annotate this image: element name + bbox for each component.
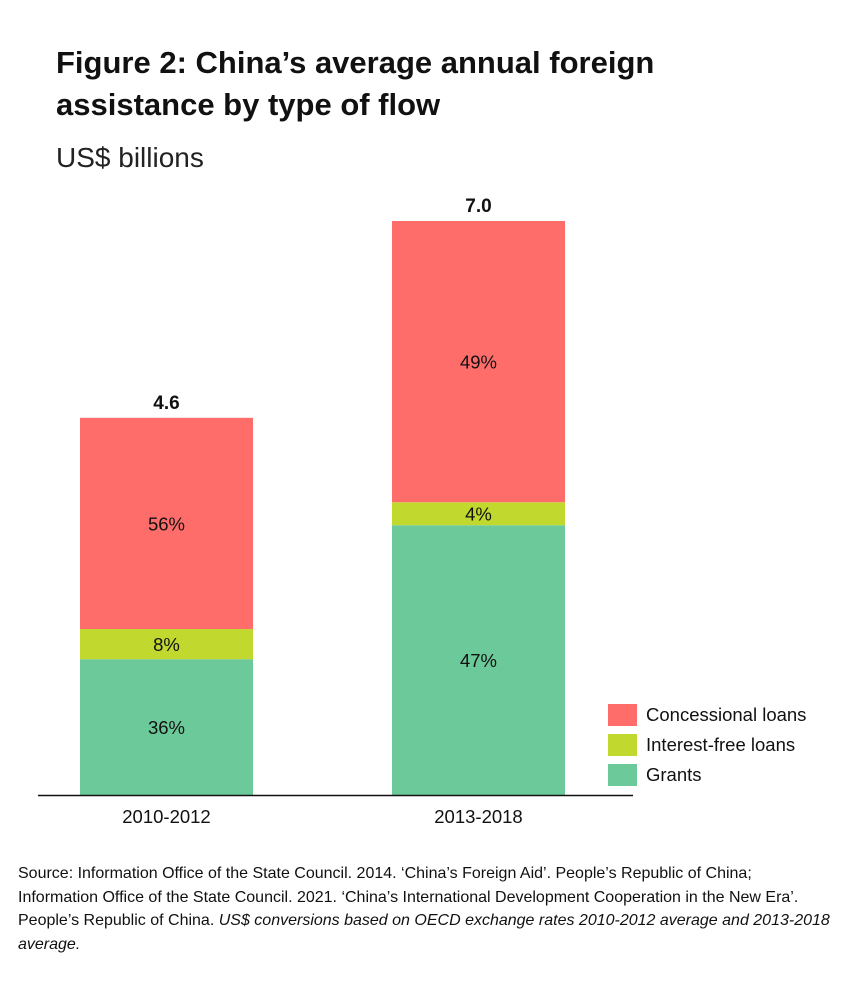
bar-segment-grants-2010-2012: [80, 659, 253, 795]
x-tick-label-2010-2012: 2010-2012: [122, 806, 210, 827]
legend-label-grants: Grants: [646, 764, 702, 785]
chart-title: Figure 2: China’s average annual foreign…: [56, 45, 655, 122]
legend-label-concessional-loans: Concessional loans: [646, 704, 807, 725]
legend-item-grants: Grants: [608, 760, 843, 790]
bar-segment-interest-free-loans-2010-2012: [80, 629, 253, 660]
bar-segment-concessional-loans-2013-2018: [392, 221, 565, 503]
legend-item-concessional-loans: Concessional loans: [608, 700, 843, 730]
segment-label-concessional-loans-2010-2012: 56%: [148, 513, 185, 534]
bar-segment-concessional-loans-2010-2012: [80, 417, 253, 630]
legend-swatch-grants: [608, 764, 637, 786]
segment-label-concessional-loans-2013-2018: 49%: [460, 352, 497, 373]
bar-total-label-2013-2018: 7.0: [465, 196, 491, 217]
conversion-note: US$ conversions based on OECD exchange r…: [18, 912, 830, 953]
legend-swatch-concessional-loans: [608, 704, 637, 726]
source-text: Source: Information Office of the State …: [18, 865, 799, 929]
source-note: Source: Information Office of the State …: [18, 862, 833, 956]
segment-label-interest-free-loans-2010-2012: 8%: [153, 634, 180, 655]
stacked-bar-chart: 36% 8% 56% 4.6 2010-2012 47% 4% 49% 7.0 2013-2018: [38, 196, 633, 827]
bar-total-label-2010-2012: 4.6: [153, 393, 179, 414]
chart-subtitle: US$ billions: [56, 142, 204, 173]
legend-label-interest-free-loans: Interest-free loans: [646, 734, 796, 755]
segment-label-interest-free-loans-2013-2018: 4%: [465, 504, 492, 525]
bar-segment-interest-free-loans-2013-2018: [392, 502, 565, 526]
segment-label-grants-2013-2018: 47%: [460, 650, 497, 671]
segment-label-grants-2010-2012: 36%: [148, 717, 185, 738]
legend-swatch-interest-free-loans: [608, 734, 637, 756]
x-tick-label-2013-2018: 2013-2018: [434, 806, 522, 827]
chart-legend: Concessional loans Interest-free loans G…: [608, 700, 843, 790]
legend-item-interest-free-loans: Interest-free loans: [608, 730, 843, 760]
bar-segment-grants-2013-2018: [392, 525, 565, 795]
